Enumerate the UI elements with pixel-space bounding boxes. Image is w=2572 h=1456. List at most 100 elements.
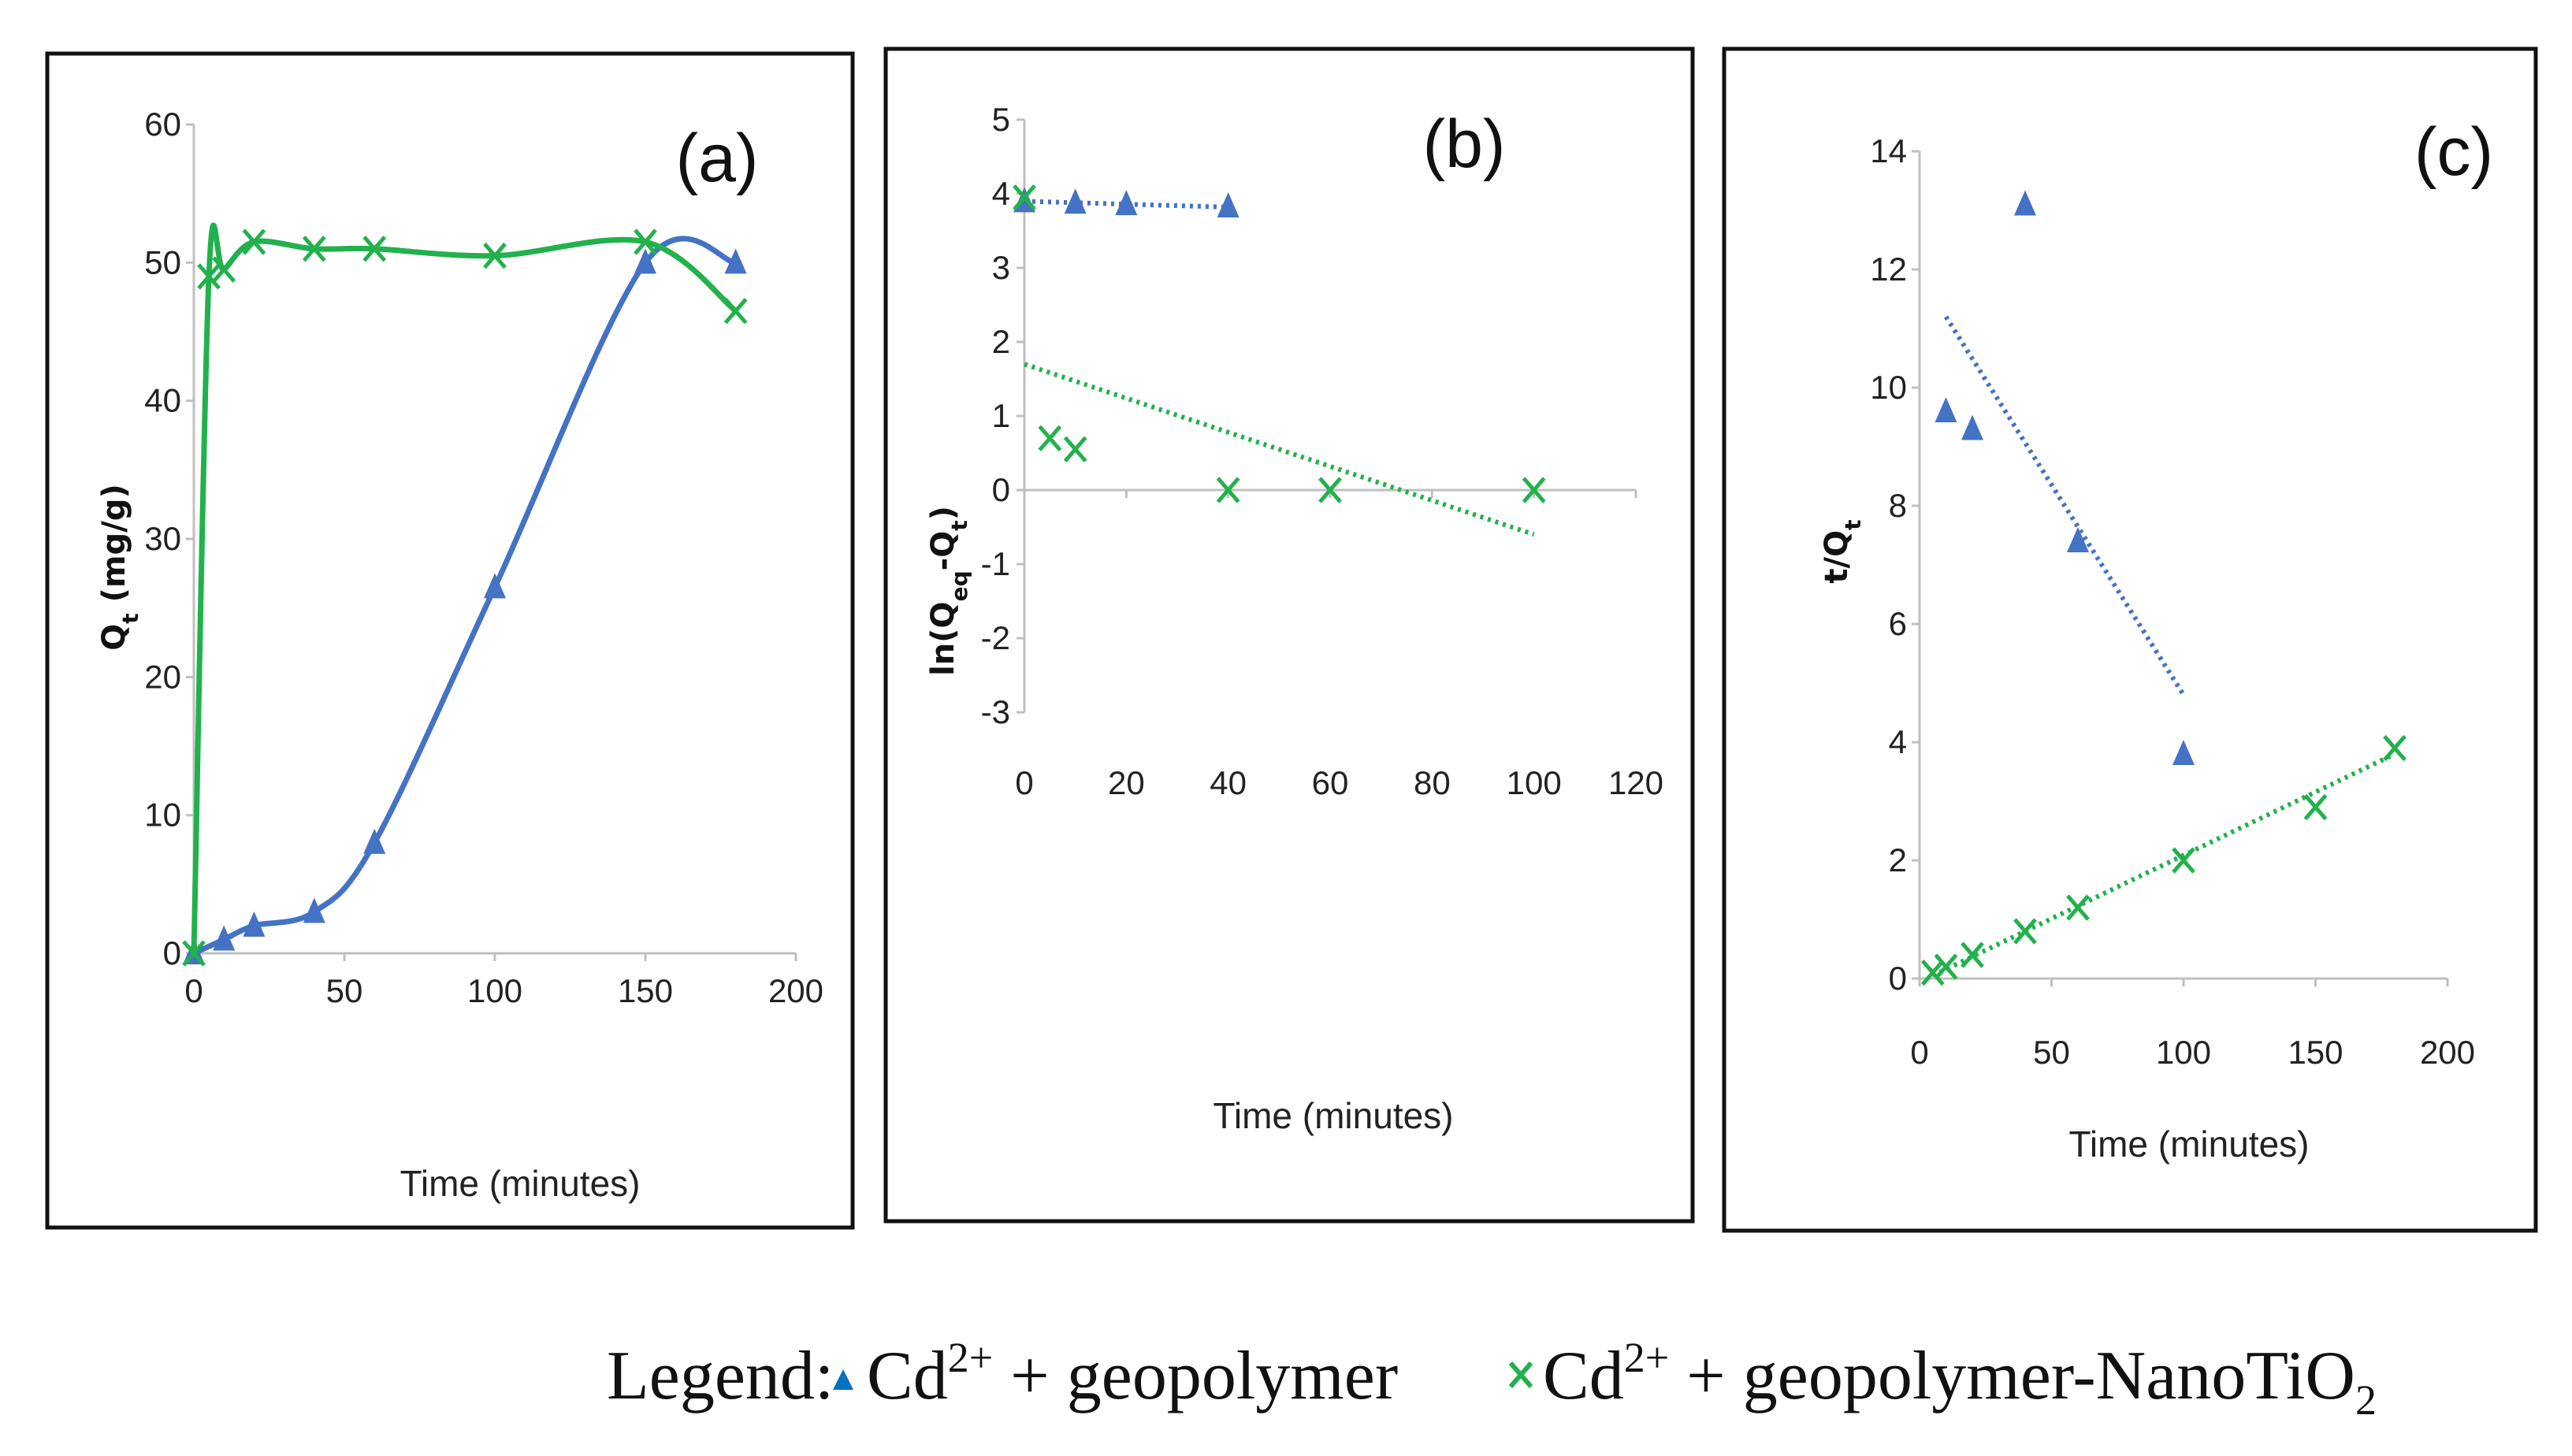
y-tick-label: 2: [1889, 841, 1907, 878]
data-point-triangle: [1217, 191, 1240, 217]
legend-prefix: Legend:: [607, 1338, 834, 1414]
panel-c-ylabel: t/Qt: [1819, 519, 1866, 583]
panel-a-xlabel: Time (minutes): [400, 1163, 641, 1204]
y-tick-label: 10: [1870, 369, 1907, 406]
data-point-triangle: [1961, 414, 1983, 440]
panel-c: 0 2 4 6 8 10 12 14 0 50 100 150 200: [1870, 132, 2475, 1071]
data-point-triangle: [303, 897, 325, 923]
x-tick-label: 100: [1507, 764, 1562, 801]
trendline-blue: [1943, 315, 2186, 696]
y-tick-label: 0: [1889, 960, 1907, 997]
data-point-cross: [212, 256, 236, 283]
data-point-cross: [2172, 847, 2195, 874]
y-tick-label: 8: [1889, 487, 1907, 524]
legend-item-geopolymer: Cd2+ + geopolymer: [867, 1334, 1398, 1414]
y-tick-label: 6: [1889, 605, 1907, 642]
trendline-green: [1024, 362, 1535, 537]
data-point-cross: [1318, 477, 1342, 503]
y-tick-label: 4: [1889, 723, 1907, 760]
data-point-cross: [242, 228, 266, 255]
data-point-triangle: [1935, 397, 1957, 422]
legend-triangle-icon: [833, 1369, 853, 1390]
panel-a: 0 10 20 30 40 50 60 0 50 100 150 200: [144, 106, 823, 1009]
data-point-cross: [1522, 477, 1546, 503]
data-point-cross: [2383, 734, 2407, 762]
x-tick-label: 80: [1414, 764, 1451, 801]
y-tick-label: 3: [992, 249, 1010, 286]
data-point-triangle: [2067, 527, 2089, 552]
x-tick-label: 100: [2156, 1034, 2211, 1071]
data-point-cross: [2013, 918, 2037, 945]
data-point-cross: [1216, 477, 1240, 503]
x-tick-label: 0: [184, 972, 203, 1009]
panel-b-frame: [883, 46, 1695, 1224]
data-point-triangle: [634, 248, 656, 274]
data-point-cross: [2066, 894, 2090, 921]
x-tick-label: 150: [618, 972, 673, 1009]
x-tick-label: 50: [326, 972, 363, 1009]
data-point-cross: [1934, 953, 1958, 980]
y-tick-label: -3: [981, 693, 1010, 730]
data-point-cross: [302, 236, 326, 262]
data-point-triangle: [213, 925, 236, 951]
panel-b-ylabel: ln(Qeq-Qt): [925, 506, 972, 676]
y-tick-label: 60: [144, 106, 181, 143]
x-tick-label: 200: [2420, 1034, 2475, 1071]
panel-c-label: (c): [2414, 114, 2493, 190]
panel-b: -3 -2 -1 0 1 2 3 4 5 0 20 40 60 80 100 120: [981, 101, 1663, 801]
x-tick-label: 100: [467, 972, 522, 1009]
data-point-cross: [1013, 184, 1036, 211]
y-tick-label: 5: [992, 101, 1010, 138]
y-tick-label: 14: [1870, 132, 1907, 169]
legend-item-nanotio2: Cd2+ + geopolymer-NanoTiO2: [1543, 1334, 2377, 1424]
y-tick-label: 1: [992, 397, 1010, 434]
legend: Legend: Cd2+ + geopolymer Cd2+ + geopoly…: [607, 1334, 2377, 1424]
y-tick-label: -2: [981, 619, 1010, 656]
y-tick-label: 0: [992, 471, 1010, 508]
series-line-green: [191, 222, 738, 954]
data-point-cross: [1961, 942, 1984, 968]
data-point-triangle: [2014, 190, 2036, 216]
legend-cross-icon: [1508, 1361, 1533, 1388]
panel-a-ylabel: Qt (mg/g): [96, 484, 143, 650]
data-point-cross: [2303, 793, 2328, 821]
panel-c-frame: [1722, 46, 2538, 1233]
data-point-triangle: [243, 911, 266, 937]
panel-b-label: (b): [1422, 106, 1505, 182]
data-point-cross: [362, 236, 387, 262]
x-tick-label: 0: [1015, 764, 1033, 801]
trendline-blue: [1024, 199, 1228, 210]
data-point-cross: [723, 298, 748, 325]
y-tick-label: 12: [1870, 251, 1907, 288]
panel-c-xlabel: Time (minutes): [2069, 1124, 2310, 1164]
data-point-cross: [1063, 436, 1087, 462]
panel-b-xlabel: Time (minutes): [1214, 1095, 1454, 1136]
y-tick-label: 20: [144, 658, 181, 695]
x-tick-label: 200: [768, 972, 823, 1009]
data-point-cross: [1038, 425, 1062, 451]
y-tick-label: -1: [981, 545, 1010, 582]
data-point-triangle: [484, 573, 506, 599]
y-tick-label: 30: [144, 520, 181, 557]
y-tick-label: 40: [144, 382, 181, 419]
x-tick-label: 0: [1910, 1034, 1928, 1071]
data-point-triangle: [363, 828, 386, 854]
y-tick-label: 10: [144, 797, 181, 834]
panel-a-label: (a): [675, 121, 758, 196]
data-point-cross: [182, 940, 206, 967]
x-tick-label: 150: [2288, 1034, 2343, 1071]
data-point-cross: [634, 228, 657, 255]
trendline-green: [1931, 752, 2396, 978]
x-tick-label: 40: [1210, 764, 1247, 801]
data-point-cross: [483, 242, 507, 269]
data-point-triangle: [1115, 190, 1138, 216]
x-tick-label: 120: [1608, 764, 1663, 801]
panel-a-frame: [45, 51, 855, 1230]
data-point-triangle: [724, 248, 747, 274]
y-tick-label: 2: [992, 323, 1010, 360]
data-point-triangle: [2172, 740, 2195, 765]
y-tick-label: 50: [144, 243, 181, 280]
data-point-cross: [1920, 959, 1945, 986]
x-tick-label: 60: [1312, 764, 1349, 801]
